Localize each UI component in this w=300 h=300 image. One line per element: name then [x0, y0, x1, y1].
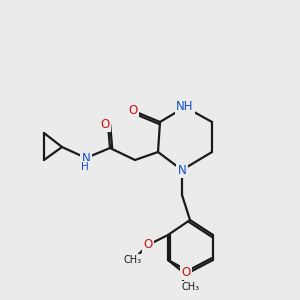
- Text: N: N: [82, 152, 90, 164]
- Text: NH: NH: [176, 100, 194, 113]
- Text: CH₃: CH₃: [124, 255, 142, 265]
- Text: O: O: [128, 104, 138, 118]
- Text: H: H: [81, 162, 89, 172]
- Text: N: N: [178, 164, 186, 176]
- Text: CH₃: CH₃: [182, 282, 200, 292]
- Text: O: O: [143, 238, 153, 251]
- Text: O: O: [182, 266, 190, 278]
- Text: O: O: [100, 118, 109, 130]
